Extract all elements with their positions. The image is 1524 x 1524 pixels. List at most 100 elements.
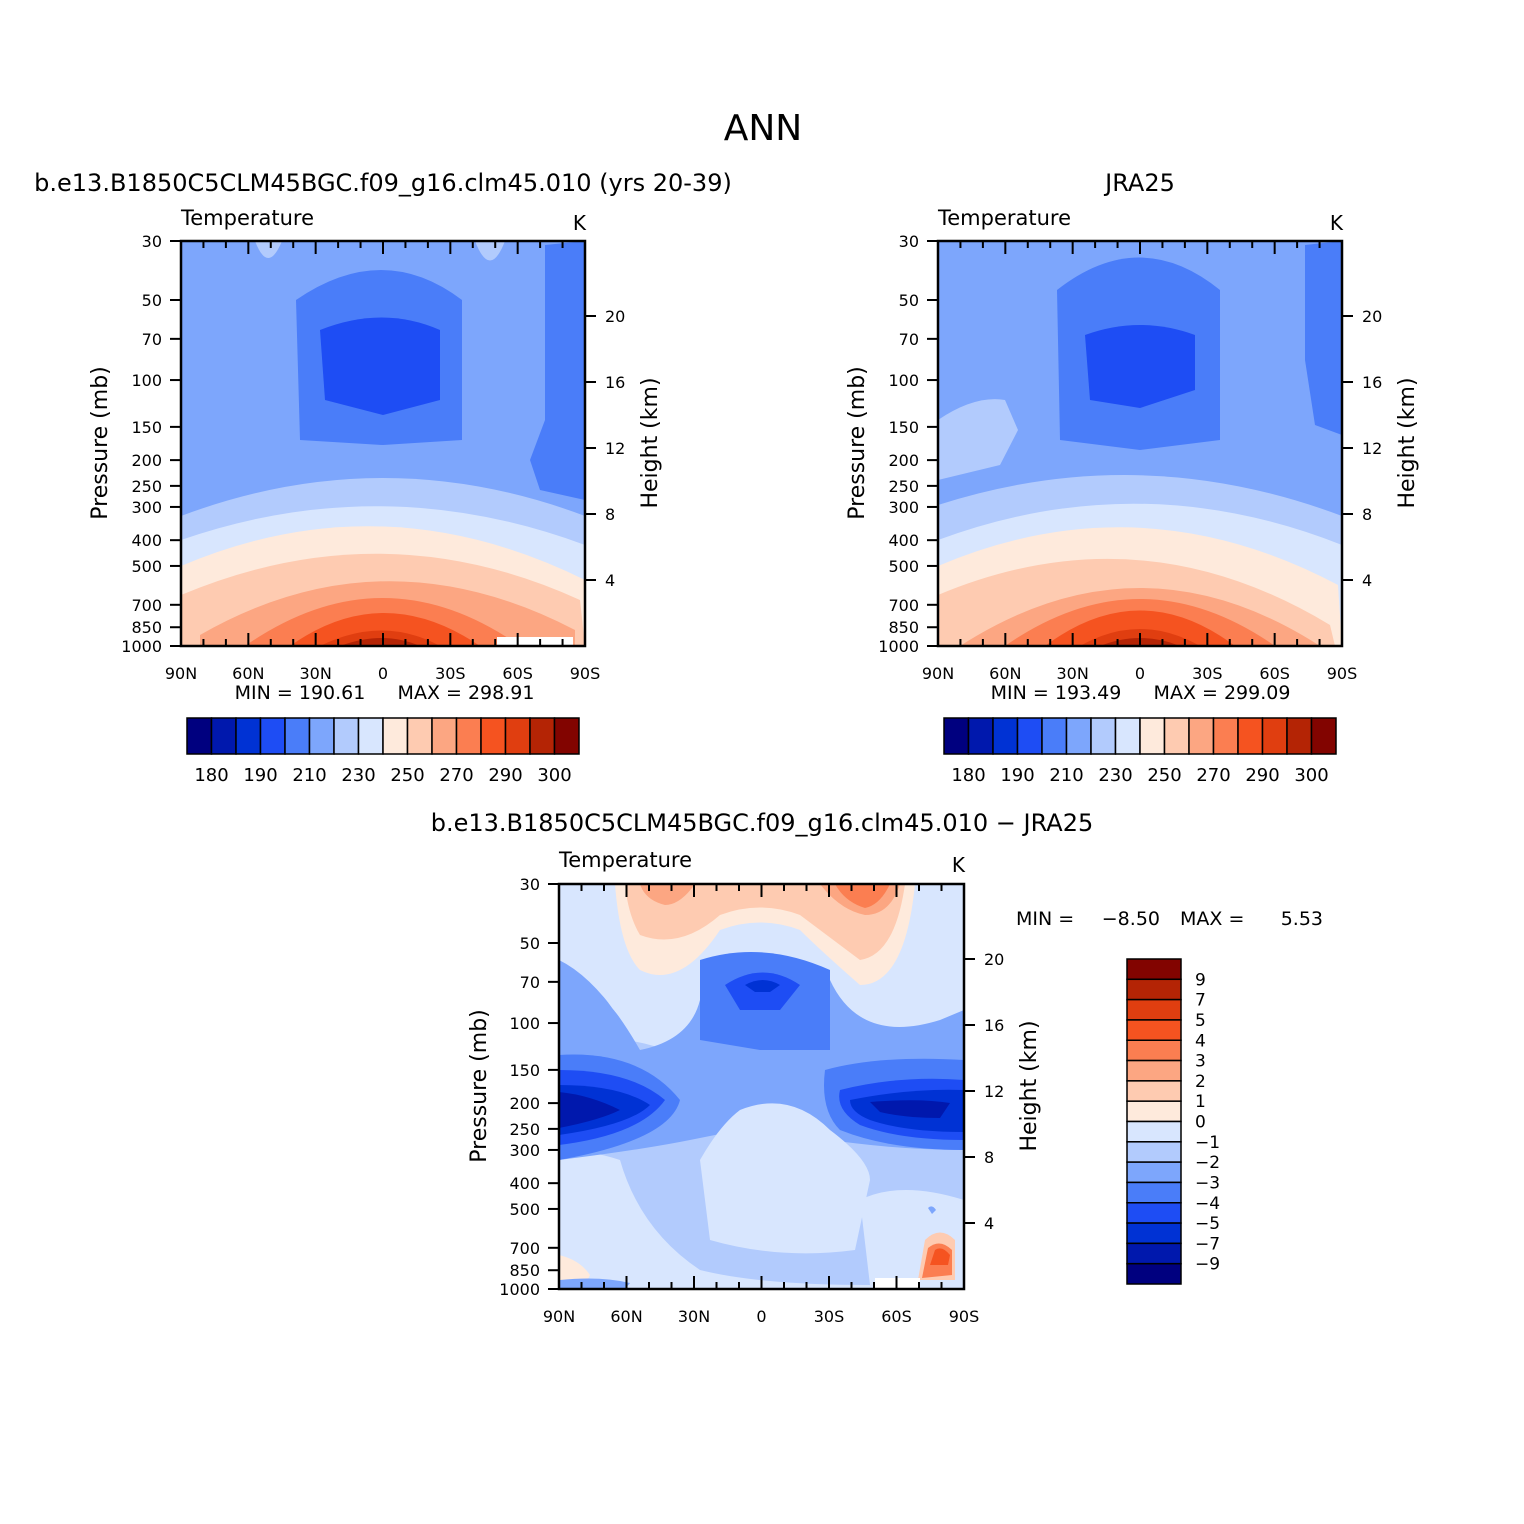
- y-tick-label: 500: [888, 557, 919, 576]
- colorbar-swatch: [1310, 717, 1337, 755]
- y-tick-label: 200: [888, 451, 919, 470]
- colorbar-swatch: [406, 717, 433, 755]
- y2-tick-label: 12: [1362, 439, 1382, 458]
- colorbar-swatch: [1188, 717, 1215, 755]
- panel-model-max-label: MAX = 298.91: [398, 682, 535, 704]
- colorbar-swatch: [308, 717, 335, 755]
- y2-tick-label: 20: [605, 307, 625, 326]
- colorbar-label: 9: [1195, 970, 1206, 990]
- panel-diff-y2label: Height (km): [1017, 1020, 1042, 1151]
- panel-obs-min-label: MIN = 193.49: [991, 682, 1122, 704]
- x-tick-label: 90N: [543, 1307, 575, 1326]
- panel-diff-max-value: 5.53: [1281, 908, 1323, 930]
- colorbar-swatch: [1212, 717, 1239, 755]
- x-tick-label: 90S: [1327, 664, 1358, 683]
- x-tick-label: 0: [1135, 664, 1145, 683]
- panel-obs-y2label: Height (km): [1395, 377, 1420, 508]
- colorbar-swatch: [529, 717, 556, 755]
- y2-tick-label: 8: [984, 1148, 994, 1167]
- y2-tick-label: 4: [605, 571, 615, 590]
- colorbar-swatch: [1126, 1181, 1182, 1204]
- y2-tick-label: 12: [984, 1082, 1004, 1101]
- colorbar-swatch: [1126, 1262, 1182, 1285]
- panel-diff-max-label: MAX =: [1180, 908, 1244, 930]
- colorbar-swatch: [357, 717, 384, 755]
- y-tick-label: 300: [509, 1141, 540, 1160]
- colorbar-swatch: [1286, 717, 1313, 755]
- colorbar-swatch: [1126, 1141, 1182, 1163]
- colorbar-swatch: [455, 717, 482, 755]
- colorbar-swatch: [1237, 717, 1264, 755]
- colorbar-swatch: [504, 717, 531, 755]
- x-tick-label: 30S: [814, 1307, 845, 1326]
- panel-diff-min-value: −8.50: [1102, 908, 1160, 930]
- colorbar-label: 210: [292, 765, 326, 786]
- y-tick-label: 250: [888, 477, 919, 496]
- colorbar-label: 290: [488, 765, 522, 786]
- y-tick-label: 30: [142, 232, 162, 251]
- panel-obs-units: K: [1330, 211, 1344, 235]
- x-tick-label: 60N: [610, 1307, 642, 1326]
- colorbar-label: 300: [537, 765, 571, 786]
- colorbar-label: 270: [1196, 765, 1230, 786]
- y2-tick-label: 4: [984, 1214, 994, 1233]
- y-tick-label: 400: [509, 1174, 540, 1193]
- panel-model-axes: 90N 60N 30N 0 30S 60S 90S 30 50 70 100 150 200 250 300…: [121, 232, 625, 683]
- panel-obs-ylabel: Pressure (mb): [845, 366, 870, 520]
- colorbar-label: 7: [1195, 991, 1206, 1011]
- panel-model: b.e13.B1850C5CLM45BGC.f09_g16.clm45.010 …: [34, 169, 732, 786]
- colorbar-label: 270: [439, 765, 473, 786]
- y-tick-label: 400: [131, 531, 162, 550]
- colorbar-swatch: [1090, 717, 1117, 755]
- colorbar-swatch: [259, 717, 286, 755]
- y2-tick-label: 16: [605, 373, 625, 392]
- y2-tick-label: 16: [984, 1016, 1004, 1035]
- x-tick-label: 60N: [232, 664, 264, 683]
- y-tick-label: 250: [131, 477, 162, 496]
- colorbar-label: 180: [194, 765, 228, 786]
- y-tick-label: 300: [131, 498, 162, 517]
- y-tick-label: 100: [131, 371, 162, 390]
- colorbar-swatch: [1126, 1242, 1182, 1265]
- x-tick-label: 60S: [1259, 664, 1290, 683]
- colorbar-swatch: [1126, 1120, 1182, 1143]
- x-tick-label: 30S: [435, 664, 466, 683]
- panel-obs-axes: 90N 60N 30N 0 30S 60S 90S 30 50 70 100 150 200 250 300…: [878, 232, 1382, 683]
- colorbar-swatch: [1126, 1161, 1182, 1184]
- panel-diff-title: b.e13.B1850C5CLM45BGC.f09_g16.clm45.010 …: [431, 809, 1093, 837]
- x-tick-label: 30N: [300, 664, 332, 683]
- colorbar-swatch: [1163, 717, 1190, 755]
- x-tick-label: 60N: [989, 664, 1021, 683]
- y-tick-label: 200: [509, 1094, 540, 1113]
- colorbar-swatch: [1126, 1222, 1182, 1245]
- panel-model-units: K: [573, 211, 587, 235]
- colorbar-swatch: [1065, 717, 1092, 755]
- y-tick-label: 150: [509, 1061, 540, 1080]
- panel-obs-field: [938, 241, 1342, 646]
- colorbar-swatch: [284, 717, 311, 755]
- y-tick-label: 100: [888, 371, 919, 390]
- colorbar-swatch: [186, 717, 213, 755]
- colorbar-swatch: [967, 717, 994, 755]
- y2-tick-label: 20: [984, 950, 1004, 969]
- x-tick-label: 90N: [165, 664, 197, 683]
- panel-obs-title: JRA25: [1103, 169, 1175, 197]
- colorbar-label: 180: [951, 765, 985, 786]
- x-tick-label: 90N: [922, 664, 954, 683]
- colorbar-swatch: [480, 717, 507, 755]
- y2-tick-label: 4: [1362, 571, 1372, 590]
- y-tick-label: 500: [131, 557, 162, 576]
- y-tick-label: 850: [888, 618, 919, 637]
- panel-obs-max-label: MAX = 299.09: [1154, 682, 1291, 704]
- colorbar-label: −7: [1195, 1234, 1220, 1254]
- colorbar-swatch: [235, 717, 262, 755]
- colorbar-swatch: [1126, 958, 1182, 981]
- colorbar-label: −2: [1195, 1153, 1220, 1173]
- colorbar-label: 190: [1000, 765, 1034, 786]
- x-tick-label: 30N: [1057, 664, 1089, 683]
- panel-obs-colorbar: 180 190 210 230 250 270 290 300: [943, 717, 1337, 786]
- colorbar-swatch: [553, 717, 580, 755]
- panel-obs-variable: Temperature: [937, 206, 1071, 230]
